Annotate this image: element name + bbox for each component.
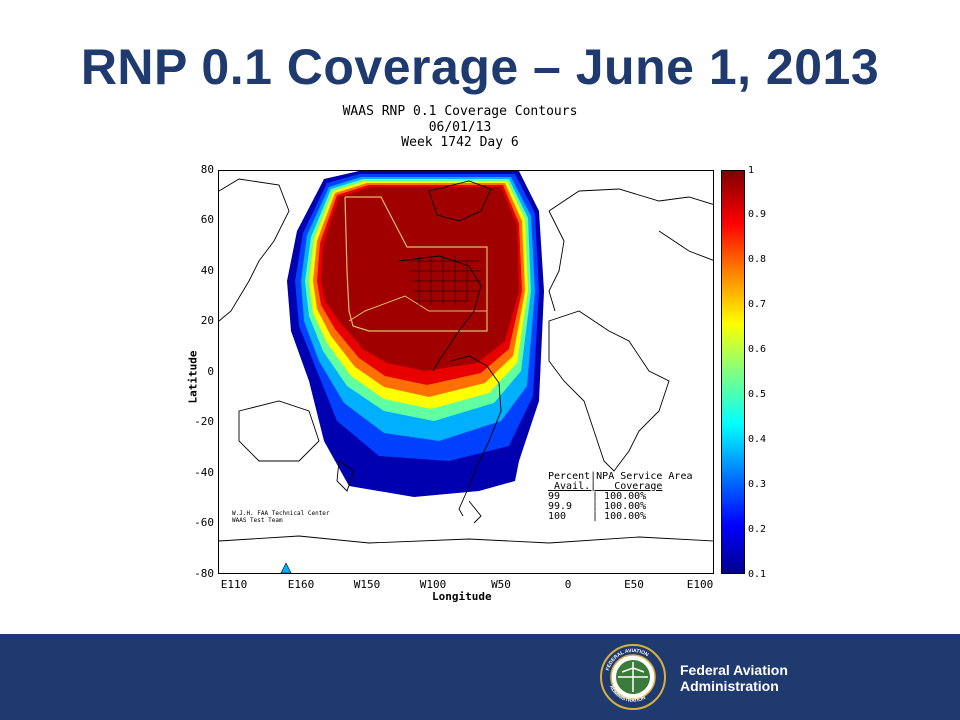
x-tick-e50: E50 [624, 578, 644, 591]
coverage-map [218, 170, 714, 574]
stats-table: Percent|NPA Service Area Avail.| Coverag… [548, 472, 693, 522]
y-tick-20: 20 [200, 314, 214, 327]
agency-name: Federal Aviation Administration [680, 662, 788, 694]
npa-inner-boundary [348, 295, 487, 322]
colorbar-tick: 0.8 [748, 254, 767, 265]
slide-title: RNP 0.1 Coverage – June 1, 2013 [80, 39, 880, 95]
y-tick-m40: -40 [194, 466, 214, 479]
colorbar-tick: 1 [748, 165, 755, 176]
npa-service-area-outline [344, 196, 488, 332]
colorbar-tick: 0.1 [748, 569, 767, 580]
y-tick-m60: -60 [194, 516, 214, 529]
stats-row: 99 | 100.00% [548, 491, 647, 502]
x-tick-e110: E110 [220, 578, 248, 591]
stats-row: 99.9 | 100.00% [548, 501, 647, 512]
y-tick-80: 80 [200, 163, 214, 176]
x-tick-0: 0 [564, 578, 572, 591]
stats-header-1: Percent|NPA Service Area [548, 471, 693, 482]
x-tick-w50: W50 [491, 578, 511, 591]
plot-header: WAAS RNP 0.1 Coverage Contours 06/01/13 … [200, 104, 720, 151]
x-tick-e100: E100 [686, 578, 714, 591]
faa-seal-icon: FEDERAL AVIATION ADMINISTRATION [600, 644, 666, 710]
stats-avail: 100 [548, 511, 567, 522]
credit-line-2: WAAS Test Team [232, 517, 283, 524]
colorbar-tick: 0.6 [748, 344, 767, 355]
y-tick-m20: -20 [194, 415, 214, 428]
y-tick-m80: -80 [194, 567, 214, 580]
x-axis-label: Longitude [432, 590, 492, 603]
colorbar-tick: 0.3 [748, 479, 767, 490]
y-axis-label: Latitude [186, 350, 200, 404]
plot-date: 06/01/13 [428, 119, 492, 135]
stats-avail: 99 [548, 491, 561, 502]
colorbar-tick: 0.7 [748, 299, 767, 310]
station-marker [280, 562, 292, 573]
continent-outlines [219, 178, 713, 544]
stats-row: 100 | 100.00% [548, 511, 647, 522]
agency-line-1: Federal Aviation [680, 662, 788, 678]
credit-text: W.J.H. FAA Technical Center WAAS Test Te… [232, 510, 330, 524]
state-boundaries [409, 256, 481, 306]
colorbar-tick: 0.4 [748, 434, 767, 445]
coverage-map-svg [219, 171, 713, 573]
stats-avail: 99.9 [548, 501, 573, 512]
y-tick-40: 40 [200, 264, 214, 277]
colorbar-tick: 0.2 [748, 524, 767, 535]
credit-line-1: W.J.H. FAA Technical Center [232, 510, 330, 517]
agency-line-2: Administration [680, 678, 779, 694]
plot-title: WAAS RNP 0.1 Coverage Contours [342, 104, 578, 119]
colorbar [721, 170, 745, 574]
stats-coverage: 100.00% [604, 511, 647, 522]
plot-week: Week 1742 Day 6 [401, 135, 519, 150]
colorbar-tick: 0.5 [748, 389, 767, 400]
colorbar-tick: 0.9 [748, 209, 767, 220]
footer-bar [0, 634, 960, 720]
x-tick-w150: W150 [353, 578, 381, 591]
y-tick-60: 60 [200, 213, 214, 226]
contour-level-1 [321, 187, 519, 371]
stats-coverage: 100.00% [604, 501, 647, 512]
stats-header-2: Avail.| Coverage [548, 481, 663, 492]
x-tick-e160: E160 [287, 578, 315, 591]
stats-coverage: 100.00% [604, 491, 647, 502]
y-tick-0: 0 [207, 365, 214, 378]
x-tick-w100: W100 [419, 578, 447, 591]
